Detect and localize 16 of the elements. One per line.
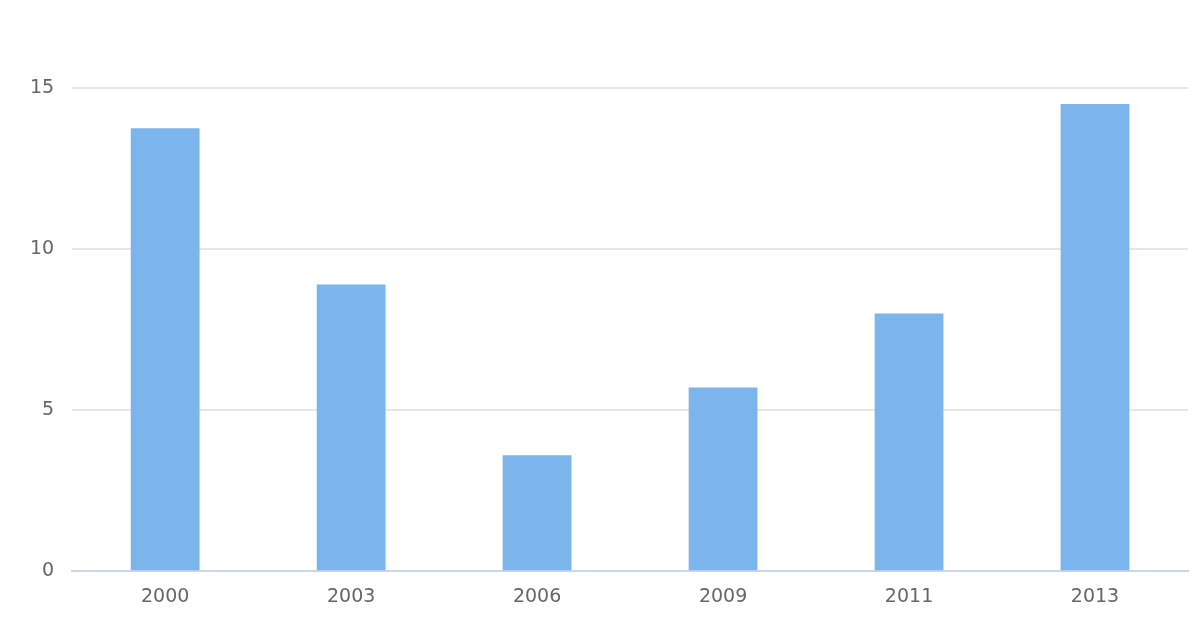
- x-tick-label: 2009: [698, 583, 748, 606]
- y-tick-label: 0: [42, 558, 55, 581]
- bar: [316, 284, 386, 571]
- x-tick-label: 2013: [1070, 583, 1120, 606]
- bar: [502, 455, 572, 571]
- x-tick-label: 2003: [326, 583, 376, 606]
- y-tick-label: 10: [29, 236, 55, 258]
- bar: [688, 387, 758, 571]
- x-tick-label: 2006: [512, 583, 562, 606]
- x-tick-label: 2011: [884, 583, 934, 606]
- bar: [874, 313, 944, 571]
- bar: [130, 128, 200, 571]
- x-tick-label: 2000: [140, 583, 190, 606]
- y-tick-label: 15: [29, 74, 55, 97]
- bar: [1060, 104, 1130, 571]
- y-tick-label: 5: [42, 397, 55, 420]
